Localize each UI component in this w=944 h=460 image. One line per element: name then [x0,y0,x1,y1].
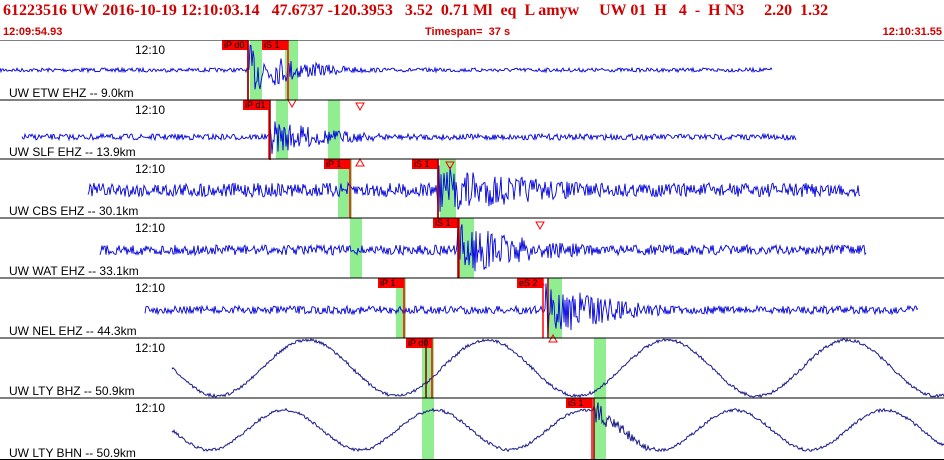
arrival-triangle-marker [445,161,455,171]
pick-label: iP d0 [408,338,428,348]
pick-label: iS 1 [568,398,584,408]
pick-flag[interactable]: iP d1 [243,100,269,110]
waveform-trace[interactable] [0,44,773,90]
pick-window-highlight [396,278,406,338]
station-label: UW LTY BHZ -- 50.9km [9,384,135,398]
arrival-triangle-marker [355,102,365,112]
pick-window-highlight [350,218,362,278]
window-start-time: 12:09:54.93 [3,26,63,38]
pick-window-highlight [422,398,434,460]
trace-row[interactable]: iS 1 12:10 UW LTY BHN -- 50.9km [0,397,944,460]
trace-row[interactable]: iS 1 12:10 UW WAT EHZ -- 33.1km [0,217,944,278]
waveform-trace[interactable] [171,402,944,453]
trace-row[interactable]: iP 1 eS 2 12:10 UW NEL EHZ -- 44.3km [0,276,944,343]
trace-row[interactable]: iP d1 12:10 UW SLF EHZ -- 13.9km [0,99,944,160]
pick-label: iS 1 [264,40,280,50]
pick-label: iP d0 [224,40,244,50]
row-time-label: 12:10 [135,162,165,176]
pick-label: iP 1 [326,159,341,169]
pick-flag[interactable]: iP d0 [222,40,248,50]
row-time-label: 12:10 [135,43,165,57]
pick-window-highlight [594,398,606,460]
event-summary-title: 61223516 UW 2016-10-19 12:10:03.14 47.67… [3,2,829,19]
pick-flag[interactable]: iP 1 [324,159,350,169]
waveform-trace[interactable] [144,283,919,338]
arrival-triangle-marker [535,221,545,231]
header-bar: 61223516 UW 2016-10-19 12:10:03.14 47.67… [0,0,944,40]
station-label: UW CBS EHZ -- 30.1km [9,204,138,218]
pick-flag[interactable]: iS 1 [566,398,592,408]
pick-window-highlight [276,100,288,159]
window-end-time: 12:10:31.55 [882,26,942,38]
trace-row[interactable]: iP d0 12:10 UW LTY BHZ -- 50.9km [0,337,944,399]
station-label: UW SLF EHZ -- 13.9km [9,145,136,159]
arrival-triangle-marker [287,99,297,109]
pick-label: iP d1 [245,100,265,110]
arrival-triangle-marker [535,276,545,286]
pick-window-highlight [549,278,562,338]
row-time-label: 12:10 [135,401,165,415]
pick-flag[interactable]: eS 2 [517,278,543,288]
pick-flag[interactable]: iP d0 [406,338,432,348]
waveform-trace[interactable] [87,165,861,212]
station-label: UW NEL EHZ -- 44.3km [9,324,137,338]
pick-flag[interactable]: iS 1 [262,40,288,50]
row-time-label: 12:10 [135,221,165,235]
arrival-triangle-marker [355,157,365,167]
station-label: UW WAT EHZ -- 33.1km [9,264,139,278]
pick-window-highlight [328,100,340,159]
waveform-trace[interactable] [171,337,944,399]
pick-flag[interactable]: iS 1 [433,218,459,228]
trace-row[interactable]: iP 1 iS 1 12:10 UW CBS EHZ -- 30.1km [0,157,944,219]
row-time-label: 12:10 [135,103,165,117]
station-label: UW LTY BHN -- 50.9km [9,446,136,460]
row-time-label: 12:10 [135,341,165,355]
row-time-label: 12:10 [135,281,165,295]
waveform-trace[interactable] [99,224,867,272]
pick-label: eS 2 [519,278,538,288]
pick-label: iS 1 [414,159,430,169]
pick-flag[interactable]: iS 1 [412,159,438,169]
pick-label: iS 1 [435,218,451,228]
pick-flag[interactable]: iP 1 [378,278,404,288]
station-label: UW ETW EHZ -- 9.0km [9,86,134,100]
timespan-label: Timespan= 37 s [425,26,511,38]
trace-row[interactable]: iP d0 iS 1 12:10 UW ETW EHZ -- 9.0km [0,40,944,109]
pick-window-highlight [250,40,262,100]
pick-window-highlight [338,159,352,218]
pick-label: iP 1 [380,278,395,288]
pick-window-highlight [594,338,606,398]
waveform-trace[interactable] [21,121,797,155]
